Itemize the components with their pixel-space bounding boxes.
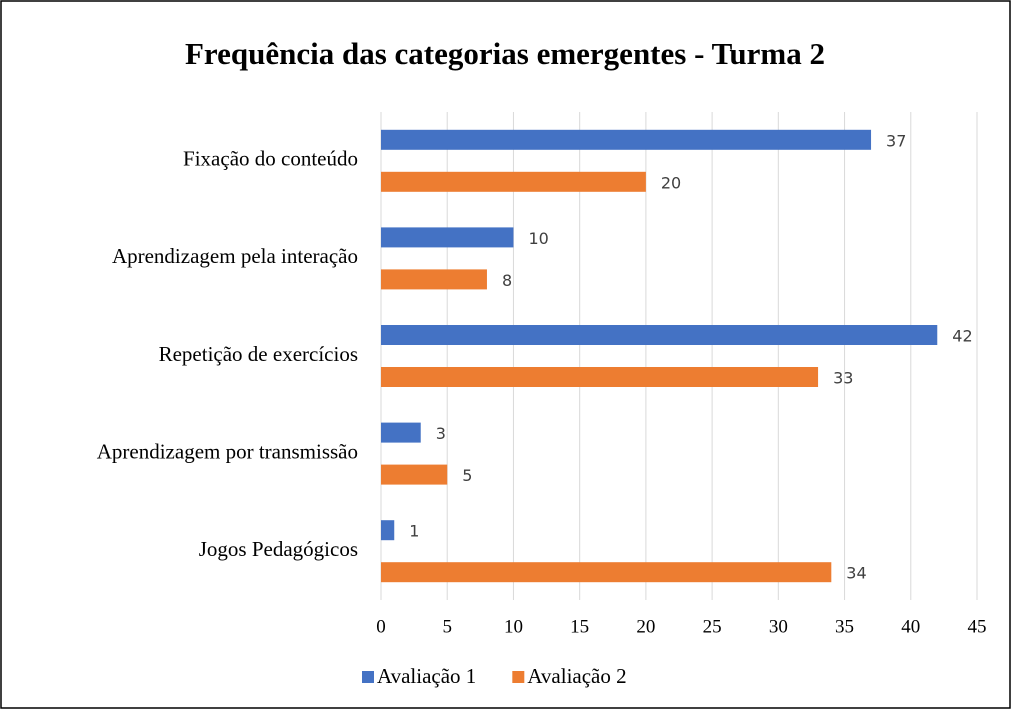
x-tick-label: 40 bbox=[901, 616, 920, 637]
x-tick-label: 25 bbox=[703, 616, 722, 637]
bar bbox=[381, 464, 448, 485]
legend-label: Avaliação 1 bbox=[377, 664, 476, 688]
x-tick-label: 5 bbox=[442, 616, 452, 637]
value-label: 5 bbox=[462, 466, 472, 485]
bar bbox=[381, 520, 395, 541]
value-label: 10 bbox=[528, 229, 548, 248]
y-tick-label: Fixação do conteúdo bbox=[183, 147, 358, 171]
x-tick-label: 30 bbox=[769, 616, 788, 637]
legend-label: Avaliação 2 bbox=[527, 664, 626, 688]
value-label: 42 bbox=[952, 327, 972, 346]
x-tick-label: 20 bbox=[636, 616, 655, 637]
bar bbox=[381, 129, 872, 150]
x-tick-label: 0 bbox=[376, 616, 386, 637]
legend-swatch bbox=[512, 671, 525, 683]
legend-swatch bbox=[362, 671, 374, 683]
value-label: 33 bbox=[833, 369, 853, 388]
value-label: 20 bbox=[661, 173, 681, 192]
value-label: 3 bbox=[436, 424, 446, 443]
value-label: 1 bbox=[409, 522, 419, 541]
x-tick-label: 15 bbox=[570, 616, 589, 637]
y-tick-label: Jogos Pedagógicos bbox=[199, 537, 358, 561]
bar bbox=[381, 269, 487, 290]
y-tick-label: Repetição de exercícios bbox=[159, 342, 358, 366]
x-tick-label: 35 bbox=[835, 616, 854, 637]
bar bbox=[381, 562, 832, 583]
value-label: 37 bbox=[886, 131, 906, 150]
bar bbox=[381, 171, 646, 192]
y-tick-label: Aprendizagem por transmissão bbox=[97, 439, 358, 463]
x-tick-label: 10 bbox=[504, 616, 523, 637]
y-tick-label: Aprendizagem pela interação bbox=[112, 244, 358, 268]
value-label: 8 bbox=[502, 271, 512, 290]
bar bbox=[381, 227, 514, 248]
bar bbox=[381, 367, 819, 387]
chart-title: Frequência das categorias emergentes - T… bbox=[185, 36, 825, 71]
bar bbox=[381, 422, 421, 443]
bar bbox=[381, 325, 938, 345]
value-label: 34 bbox=[846, 564, 866, 583]
x-tick-label: 45 bbox=[968, 616, 987, 637]
